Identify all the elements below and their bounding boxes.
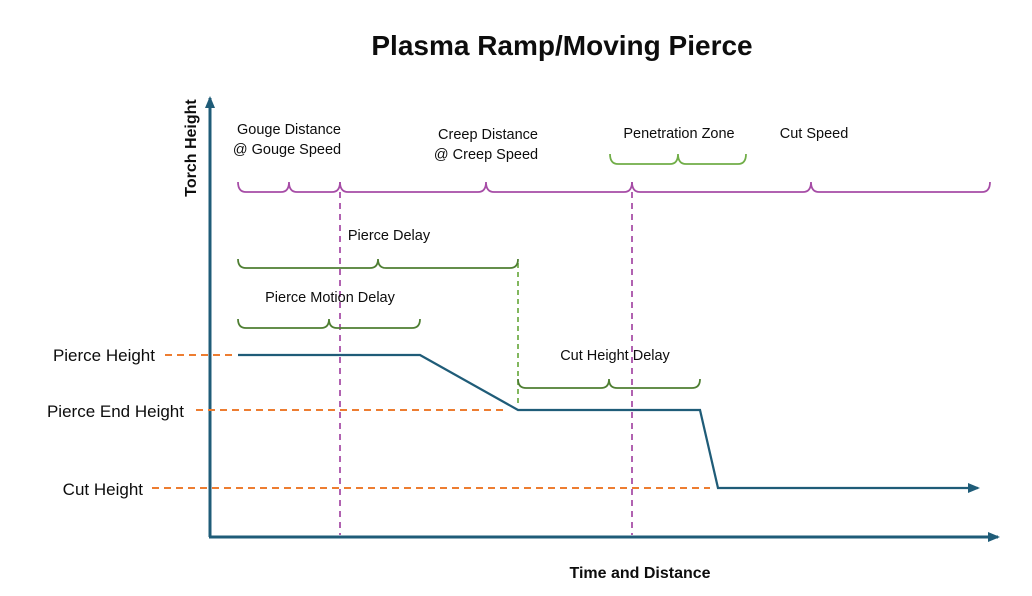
penetration-zone-brace — [609, 153, 747, 165]
pierce-motion-delay-brace — [237, 318, 421, 329]
creep-distance-label-line2: @ Creep Speed — [434, 147, 538, 163]
gouge-distance-label-line1: Gouge Distance — [237, 122, 341, 138]
pierce-delay-brace — [237, 258, 519, 269]
cut-speed-zone-brace — [631, 181, 991, 193]
cut-speed-label: Cut Speed — [780, 126, 849, 142]
zone-labels-group: Gouge Distance @ Gouge Speed Creep Dista… — [233, 122, 848, 163]
page-title: Plasma Ramp/Moving Pierce — [371, 30, 752, 61]
delay-labels-group: Pierce Delay Pierce Motion Delay Cut Hei… — [265, 228, 670, 364]
orange-leaders-group — [152, 354, 710, 489]
creep-zone-brace — [339, 181, 633, 193]
curve-group — [238, 353, 980, 493]
gouge-distance-label-line2: @ Gouge Speed — [233, 142, 341, 158]
green-dark-group — [237, 258, 701, 389]
penetration-zone-label: Penetration Zone — [623, 126, 734, 142]
pierce-height-label: Pierce Height — [53, 346, 155, 365]
cut-height-delay-label: Cut Height Delay — [560, 348, 670, 364]
height-labels-group: Pierce Height Pierce End Height Cut Heig… — [47, 346, 184, 499]
torch-height-curve — [238, 353, 980, 493]
purple-zones-group — [237, 181, 991, 535]
gouge-zone-brace — [237, 181, 341, 193]
x-axis-label: Time and Distance — [569, 565, 710, 582]
cut-height-label: Cut Height — [63, 480, 144, 499]
creep-distance-label-line1: Creep Distance — [438, 127, 538, 143]
axes-group — [205, 96, 1000, 542]
y-axis-label: Torch Height — [183, 99, 200, 197]
pierce-motion-delay-label: Pierce Motion Delay — [265, 290, 395, 306]
pierce-end-height-label: Pierce End Height — [47, 402, 184, 421]
pierce-delay-label: Pierce Delay — [348, 228, 431, 244]
cut-height-delay-brace — [517, 378, 701, 389]
